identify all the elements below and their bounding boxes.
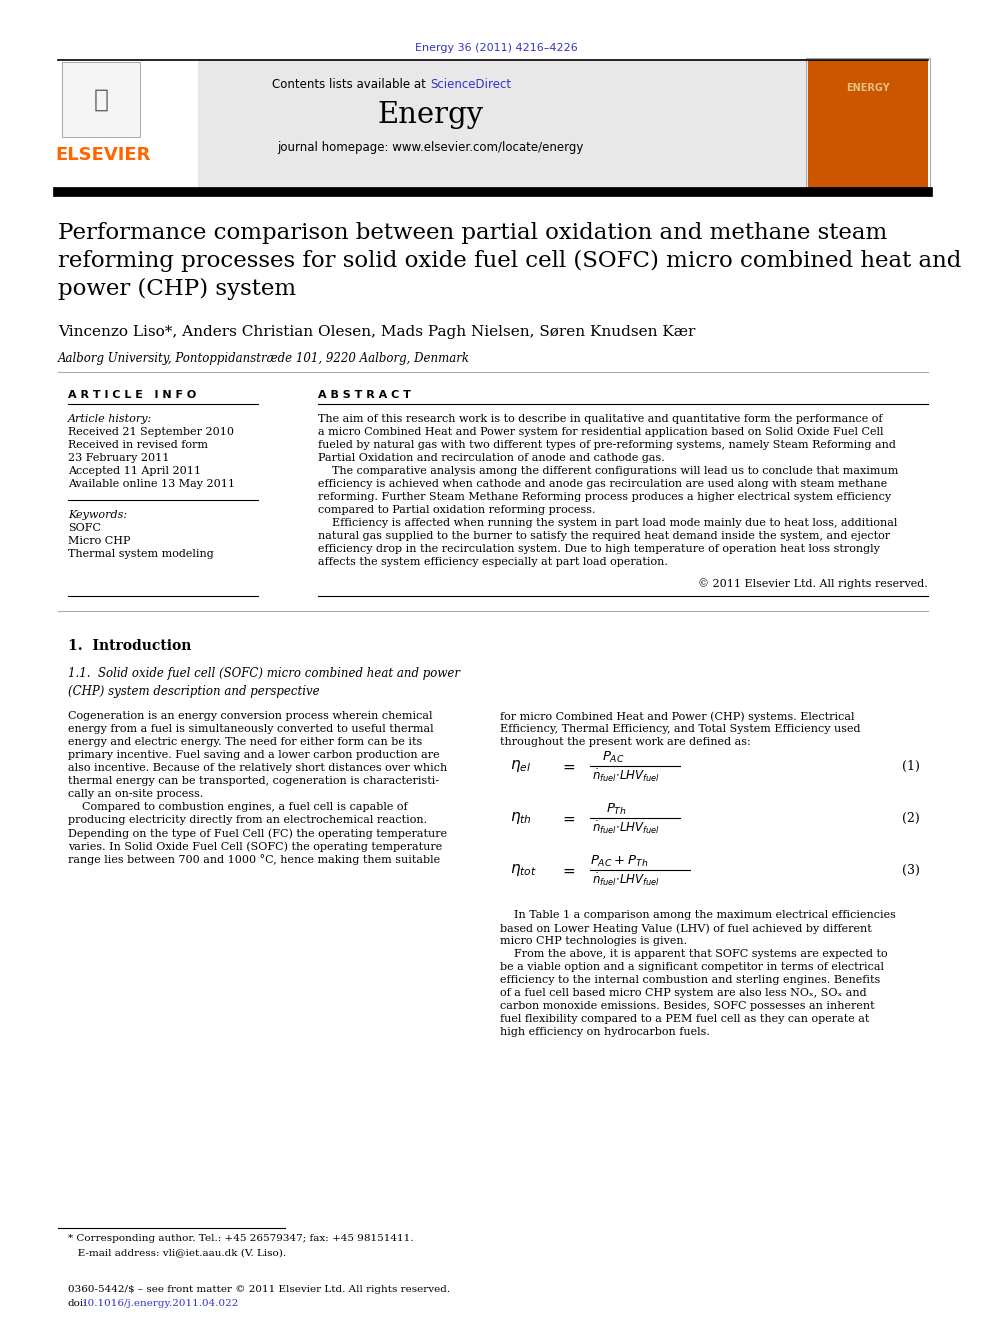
Text: reforming. Further Steam Methane Reforming process produces a higher electrical : reforming. Further Steam Methane Reformi… (318, 492, 891, 501)
Text: Vincenzo Liso*, Anders Christian Olesen, Mads Pagh Nielsen, Søren Knudsen Kær: Vincenzo Liso*, Anders Christian Olesen,… (58, 325, 695, 339)
Text: $\eta_{th}$: $\eta_{th}$ (510, 810, 532, 826)
Bar (62, 62, 140, 138)
Text: $=$: $=$ (560, 863, 576, 877)
Bar (808, 60, 928, 191)
Text: $P_{AC}+P_{Th}$: $P_{AC}+P_{Th}$ (590, 853, 649, 869)
Text: Energy: Energy (377, 101, 483, 130)
Text: Efficiency is affected when running the system in part load mode mainly due to h: Efficiency is affected when running the … (318, 519, 898, 528)
Text: 🌳: 🌳 (93, 89, 108, 112)
Text: Accepted 11 April 2011: Accepted 11 April 2011 (68, 466, 201, 476)
Text: The comparative analysis among the different configurations will lead us to conc: The comparative analysis among the diffe… (318, 466, 899, 476)
Text: $P_{Th}$: $P_{Th}$ (606, 802, 627, 816)
Text: Received 21 September 2010: Received 21 September 2010 (68, 427, 234, 437)
Text: efficiency to the internal combustion and sterling engines. Benefits: efficiency to the internal combustion an… (500, 975, 880, 986)
Text: A B S T R A C T: A B S T R A C T (318, 390, 411, 400)
Text: ENERGY: ENERGY (846, 83, 890, 93)
Text: 1.  Introduction: 1. Introduction (68, 639, 191, 654)
Text: cally an on-site process.: cally an on-site process. (68, 789, 203, 799)
Text: Received in revised form: Received in revised form (68, 441, 208, 450)
Text: 23 February 2011: 23 February 2011 (68, 452, 170, 463)
Bar (58, 60, 808, 191)
Text: (2): (2) (903, 811, 920, 824)
Text: Thermal system modeling: Thermal system modeling (68, 549, 213, 560)
Text: Performance comparison between partial oxidation and methane steam
reforming pro: Performance comparison between partial o… (58, 222, 961, 300)
Text: a micro Combined Heat and Power system for residential application based on Soli: a micro Combined Heat and Power system f… (318, 427, 884, 437)
Text: $\dot{n}_{fuel}{\cdot}LHV_{fuel}$: $\dot{n}_{fuel}{\cdot}LHV_{fuel}$ (592, 767, 660, 785)
Text: From the above, it is apparent that SOFC systems are expected to: From the above, it is apparent that SOFC… (500, 949, 888, 959)
Bar (58, 60, 198, 191)
Text: be a viable option and a significant competitor in terms of electrical: be a viable option and a significant com… (500, 962, 884, 972)
Text: producing electricity directly from an electrochemical reaction.: producing electricity directly from an e… (68, 815, 428, 826)
Text: doi:: doi: (68, 1299, 87, 1308)
Text: high efficiency on hydrocarbon fuels.: high efficiency on hydrocarbon fuels. (500, 1027, 710, 1037)
Text: of a fuel cell based micro CHP system are also less NOₓ, SOₓ and: of a fuel cell based micro CHP system ar… (500, 988, 867, 998)
Text: micro CHP technologies is given.: micro CHP technologies is given. (500, 935, 687, 946)
Text: 0360-5442/$ – see front matter © 2011 Elsevier Ltd. All rights reserved.: 0360-5442/$ – see front matter © 2011 El… (68, 1285, 450, 1294)
Bar (806, 58, 930, 192)
Text: $\dot{n}_{fuel}{\cdot}LHV_{fuel}$: $\dot{n}_{fuel}{\cdot}LHV_{fuel}$ (592, 872, 660, 888)
Text: Available online 13 May 2011: Available online 13 May 2011 (68, 479, 235, 490)
Text: range lies between 700 and 1000 °C, hence making them suitable: range lies between 700 and 1000 °C, henc… (68, 855, 440, 865)
Text: varies. In Solid Oxide Fuel Cell (SOFC) the operating temperature: varies. In Solid Oxide Fuel Cell (SOFC) … (68, 841, 442, 852)
Text: Energy 36 (2011) 4216–4226: Energy 36 (2011) 4216–4226 (415, 44, 577, 53)
Text: Partial Oxidation and recirculation of anode and cathode gas.: Partial Oxidation and recirculation of a… (318, 452, 665, 463)
Text: efficiency drop in the recirculation system. Due to high temperature of operatio: efficiency drop in the recirculation sys… (318, 544, 880, 554)
Text: Contents lists available at: Contents lists available at (273, 78, 430, 90)
Text: $\eta_{el}$: $\eta_{el}$ (510, 758, 531, 774)
Text: energy from a fuel is simultaneously converted to useful thermal: energy from a fuel is simultaneously con… (68, 724, 434, 734)
Text: (1): (1) (902, 759, 920, 773)
Text: E-mail address: vli@iet.aau.dk (V. Liso).: E-mail address: vli@iet.aau.dk (V. Liso)… (68, 1248, 286, 1257)
Text: primary incentive. Fuel saving and a lower carbon production are: primary incentive. Fuel saving and a low… (68, 750, 439, 759)
Text: Efficiency, Thermal Efficiency, and Total System Efficiency used: Efficiency, Thermal Efficiency, and Tota… (500, 724, 860, 734)
Text: Cogeneration is an energy conversion process wherein chemical: Cogeneration is an energy conversion pro… (68, 710, 433, 721)
Text: © 2011 Elsevier Ltd. All rights reserved.: © 2011 Elsevier Ltd. All rights reserved… (698, 578, 928, 589)
Text: * Corresponding author. Tel.: +45 26579347; fax: +45 98151411.: * Corresponding author. Tel.: +45 265793… (68, 1234, 414, 1244)
Text: 1.1.  Solid oxide fuel cell (SOFC) micro combined heat and power
(CHP) system de: 1.1. Solid oxide fuel cell (SOFC) micro … (68, 667, 460, 699)
Text: throughout the present work are defined as:: throughout the present work are defined … (500, 737, 751, 747)
Text: for micro Combined Heat and Power (CHP) systems. Electrical: for micro Combined Heat and Power (CHP) … (500, 710, 854, 721)
Text: thermal energy can be transported, cogeneration is characteristi-: thermal energy can be transported, cogen… (68, 777, 439, 786)
Text: Depending on the type of Fuel Cell (FC) the operating temperature: Depending on the type of Fuel Cell (FC) … (68, 828, 447, 839)
Text: A R T I C L E   I N F O: A R T I C L E I N F O (68, 390, 196, 400)
Text: Aalborg University, Pontoppidanstræde 101, 9220 Aalborg, Denmark: Aalborg University, Pontoppidanstræde 10… (58, 352, 470, 365)
Text: SOFC: SOFC (68, 523, 101, 533)
Text: Article history:: Article history: (68, 414, 152, 423)
Text: energy and electric energy. The need for either form can be its: energy and electric energy. The need for… (68, 737, 423, 747)
Text: based on Lower Heating Value (LHV) of fuel achieved by different: based on Lower Heating Value (LHV) of fu… (500, 923, 872, 934)
Text: compared to Partial oxidation reforming process.: compared to Partial oxidation reforming … (318, 505, 595, 515)
Text: $\eta_{tot}$: $\eta_{tot}$ (510, 863, 537, 878)
Text: natural gas supplied to the burner to satisfy the required heat demand inside th: natural gas supplied to the burner to sa… (318, 531, 890, 541)
Text: Keywords:: Keywords: (68, 509, 127, 520)
Text: $\dot{n}_{fuel}{\cdot}LHV_{fuel}$: $\dot{n}_{fuel}{\cdot}LHV_{fuel}$ (592, 820, 660, 836)
Text: $=$: $=$ (560, 811, 576, 826)
Text: carbon monoxide emissions. Besides, SOFC possesses an inherent: carbon monoxide emissions. Besides, SOFC… (500, 1002, 875, 1011)
Text: In Table 1 a comparison among the maximum electrical efficiencies: In Table 1 a comparison among the maximu… (500, 910, 896, 919)
Text: fuel flexibility compared to a PEM fuel cell as they can operate at: fuel flexibility compared to a PEM fuel … (500, 1013, 869, 1024)
Text: $=$: $=$ (560, 758, 576, 774)
Text: fueled by natural gas with two different types of pre-reforming systems, namely : fueled by natural gas with two different… (318, 441, 896, 450)
Text: $P_{AC}$: $P_{AC}$ (602, 749, 625, 765)
Text: ELSEVIER: ELSEVIER (56, 146, 151, 164)
Text: ScienceDirect: ScienceDirect (430, 78, 511, 90)
Text: 10.1016/j.energy.2011.04.022: 10.1016/j.energy.2011.04.022 (82, 1299, 239, 1308)
Text: journal homepage: www.elsevier.com/locate/energy: journal homepage: www.elsevier.com/locat… (277, 142, 583, 155)
Text: Compared to combustion engines, a fuel cell is capable of: Compared to combustion engines, a fuel c… (68, 802, 408, 812)
Text: efficiency is achieved when cathode and anode gas recirculation are used along w: efficiency is achieved when cathode and … (318, 479, 887, 490)
Text: Micro CHP: Micro CHP (68, 536, 131, 546)
Text: (3): (3) (902, 864, 920, 877)
Text: The aim of this research work is to describe in qualitative and quantitative for: The aim of this research work is to desc… (318, 414, 883, 423)
Text: affects the system efficiency especially at part load operation.: affects the system efficiency especially… (318, 557, 668, 568)
Text: also incentive. Because of the relatively short distances over which: also incentive. Because of the relativel… (68, 763, 447, 773)
